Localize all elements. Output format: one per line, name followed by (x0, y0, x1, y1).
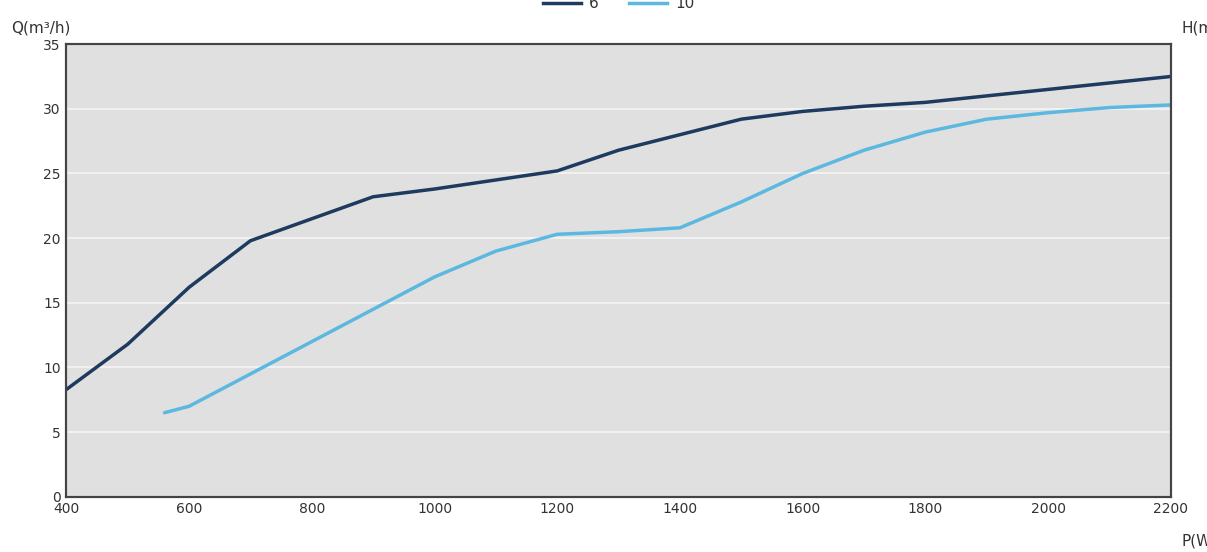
6 (857, 103, 871, 109)
6 (59, 386, 74, 393)
10 (857, 147, 871, 153)
10 (795, 170, 810, 177)
Text: P(W): P(W) (1182, 533, 1207, 548)
10 (612, 229, 626, 235)
6 (1040, 86, 1055, 93)
6 (550, 168, 565, 174)
Legend: 6, 10: 6, 10 (537, 0, 700, 17)
10 (1040, 109, 1055, 116)
10 (427, 274, 442, 280)
6 (795, 108, 810, 115)
10 (182, 403, 197, 410)
6 (612, 147, 626, 153)
6 (427, 185, 442, 192)
Text: H(m): H(m) (1182, 20, 1207, 35)
6 (1164, 73, 1178, 80)
6 (919, 99, 933, 105)
6 (366, 193, 380, 200)
10 (366, 306, 380, 312)
6 (244, 237, 258, 244)
6 (121, 341, 135, 348)
10 (157, 410, 171, 416)
10 (244, 370, 258, 377)
10 (1164, 102, 1178, 108)
10 (734, 199, 748, 205)
6 (734, 116, 748, 123)
10 (550, 231, 565, 237)
10 (919, 129, 933, 135)
6 (304, 215, 319, 222)
10 (489, 248, 503, 254)
6 (182, 284, 197, 290)
6 (672, 131, 687, 138)
10 (980, 116, 995, 123)
6 (489, 177, 503, 183)
6 (980, 93, 995, 99)
Line: 10: 10 (164, 105, 1171, 413)
10 (672, 225, 687, 231)
Text: Q(m³/h): Q(m³/h) (11, 20, 70, 35)
Line: 6: 6 (66, 77, 1171, 390)
10 (304, 338, 319, 345)
6 (1102, 79, 1116, 86)
10 (1102, 104, 1116, 111)
